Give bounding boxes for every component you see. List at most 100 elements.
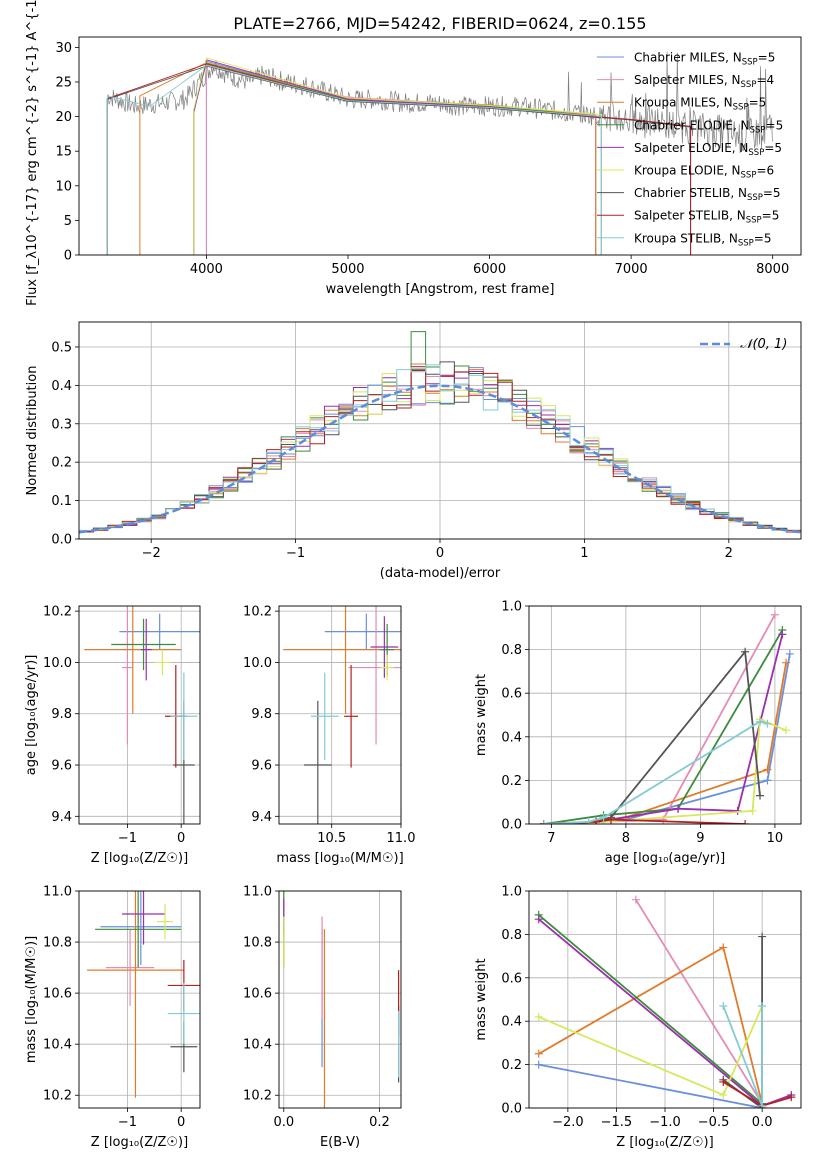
y-tick-label: 0.6 xyxy=(501,687,522,702)
x-tick-label: −1 xyxy=(286,546,305,561)
x-tick-label: 0.0 xyxy=(273,1115,294,1130)
spectrum-legend: Chabrier MILES, NSSP=5 Salpeter MILES, NS… xyxy=(597,51,783,249)
y-tick-label: 10.2 xyxy=(243,1089,272,1104)
y-tick-label: 0.8 xyxy=(501,928,522,943)
x-tick-label: 10.5 xyxy=(317,831,346,846)
x-tick-label: −1.5 xyxy=(601,1115,633,1130)
weight_vs_age-panel: 7 8 9 100.00.20.40.60.81.0age [log₁₀(age/yr… xyxy=(474,600,801,867)
y-tick-label: 11.0 xyxy=(243,885,272,900)
x-tick-label: −2.0 xyxy=(552,1115,584,1130)
x-tick-label: −1.0 xyxy=(649,1115,681,1130)
x-tick-label: 0 xyxy=(177,1115,185,1130)
weight_vs_z-panel: −2.0 −1.5 −1.0 −0.5 0.00.00.20.40.60.81.0Z [… xyxy=(474,885,801,1151)
weight-marker xyxy=(719,1002,727,1010)
x-tick-label: −2 xyxy=(142,546,161,561)
x-tick-label: −1 xyxy=(118,831,137,846)
y-tick-label: 10.0 xyxy=(43,656,72,671)
x-axis-label: Z [log₁₀(Z/Z☉)] xyxy=(616,1135,713,1150)
mass_vs_ebv-panel: 0.0 0.2 10.2 10.4 10.6 10.8 11.0 E(B-V) xyxy=(243,885,401,1151)
x-axis-label: E(B-V) xyxy=(320,1135,360,1150)
x-axis-label: age [log₁₀(age/yr)] xyxy=(605,851,726,866)
x-tick-label: 5000 xyxy=(331,262,364,277)
weight-line xyxy=(539,915,762,1104)
x-tick-label: 0.0 xyxy=(752,1115,773,1130)
y-tick-label: 0.2 xyxy=(51,456,72,471)
axes-frame xyxy=(79,606,200,824)
legend-label: Chabrier STELIB, NSSP=5 xyxy=(634,186,781,203)
weight-line xyxy=(544,652,760,824)
age_vs_z-panel: −1 09.49.69.810.010.2Z [log₁₀(Z/Z☉)]age [… xyxy=(24,585,200,866)
y-tick-label: 0.6 xyxy=(501,971,522,986)
y-tick-label: 0 xyxy=(64,249,72,264)
figure-title: PLATE=2766, MJD=54242, FIBERID=0624, z=0… xyxy=(233,14,646,33)
legend-label: 𝒩(0, 1) xyxy=(740,337,787,352)
weight-marker xyxy=(771,611,779,619)
weight-line xyxy=(544,615,775,824)
x-tick-label: 0 xyxy=(436,546,444,561)
y-tick-label: 9.8 xyxy=(251,707,272,722)
x-axis-label: (data-model)/error xyxy=(380,566,501,581)
y-axis-label: Flux [f_λ10^{-17} erg cm^{-2} s^{-1} A^{… xyxy=(25,0,40,306)
y-tick-label: 0.0 xyxy=(501,1102,522,1117)
mass_vs_z-points xyxy=(87,842,200,1097)
weight-marker xyxy=(719,943,727,951)
legend-label: Salpeter STELIB, NSSP=5 xyxy=(634,209,779,226)
x-tick-label: 8 xyxy=(622,831,630,846)
axes-frame xyxy=(279,606,401,824)
y-tick-label: 9.6 xyxy=(51,759,72,774)
weight-marker xyxy=(756,792,764,800)
weight-line xyxy=(539,947,762,1103)
y-tick-label: 10.8 xyxy=(43,936,72,951)
x-tick-label: 0 xyxy=(177,831,185,846)
x-tick-label: 4000 xyxy=(190,262,223,277)
mass_vs_z-panel: −1 010.210.410.610.811.0Z [log₁₀(Z/Z☉)]ma… xyxy=(24,842,200,1150)
x-tick-label: 8000 xyxy=(756,262,789,277)
y-tick-label: 25 xyxy=(55,75,72,90)
y-tick-label: 10.4 xyxy=(43,1038,72,1053)
y-tick-label: 1.0 xyxy=(501,600,522,615)
weight-marker xyxy=(758,933,766,941)
y-axis-label: mass weight xyxy=(474,674,489,756)
y-tick-label: 9.8 xyxy=(51,707,72,722)
x-tick-label: 2 xyxy=(725,546,733,561)
legend-label: Salpeter MILES, NSSP=4 xyxy=(634,73,774,90)
y-tick-label: 10.6 xyxy=(43,987,72,1002)
residuals-panel: −2 −1 0 1 2 0.0 0.1 0.2 0.3 0.4 0.5 (data-model)/er… xyxy=(25,322,801,581)
weight-marker xyxy=(763,776,771,784)
y-tick-label: 10.8 xyxy=(243,936,272,951)
y-tick-label: 30 xyxy=(55,41,72,56)
weight-marker xyxy=(758,1002,766,1010)
y-tick-label: 9.4 xyxy=(51,810,72,825)
weight-marker xyxy=(786,650,794,658)
spectrum-panel: 4000 5000 6000 7000 8000 0 5 10 15 20 25 30 waveleng… xyxy=(25,0,801,306)
y-axis-label: Normed distribution xyxy=(25,366,40,496)
weight-marker xyxy=(535,1061,543,1069)
x-tick-label: 10 xyxy=(767,831,784,846)
x-tick-label: 1 xyxy=(580,546,588,561)
y-axis-label: age [log₁₀(age/yr)] xyxy=(24,655,39,776)
weight-marker xyxy=(535,1013,543,1021)
y-tick-label: 10.6 xyxy=(243,987,272,1002)
y-tick-label: 15 xyxy=(55,145,72,160)
model-spectrum-line xyxy=(206,61,595,116)
model-spectrum-line xyxy=(140,63,596,116)
axes-frame xyxy=(279,891,401,1108)
y-tick-label: 0.1 xyxy=(51,494,72,509)
age_vs_mass-panel: 10.5 11.0 9.4 9.6 9.8 10.0 10.2 mass [log₁₀(M/M… xyxy=(243,585,415,866)
y-tick-label: 0.2 xyxy=(501,1058,522,1073)
y-tick-label: 5 xyxy=(64,214,72,229)
x-axis-label: mass [log₁₀(M/M☉)] xyxy=(276,851,403,866)
y-tick-label: 20 xyxy=(55,110,72,125)
y-tick-label: 10 xyxy=(55,179,72,194)
y-tick-label: 11.0 xyxy=(43,885,72,900)
y-tick-label: 10.4 xyxy=(243,1038,272,1053)
weight-marker xyxy=(787,1093,795,1101)
y-tick-label: 9.6 xyxy=(251,759,272,774)
x-axis-label: Z [log₁₀(Z/Z☉)] xyxy=(91,851,188,866)
y-tick-label: 0.4 xyxy=(501,1015,522,1030)
x-axis-label: wavelength [Angstrom, rest frame] xyxy=(326,282,555,297)
weight-marker xyxy=(778,630,786,638)
y-axis-label: mass weight xyxy=(474,958,489,1040)
legend-label: Kroupa ELODIE, NSSP=6 xyxy=(634,164,774,181)
weight-marker xyxy=(719,1091,727,1099)
